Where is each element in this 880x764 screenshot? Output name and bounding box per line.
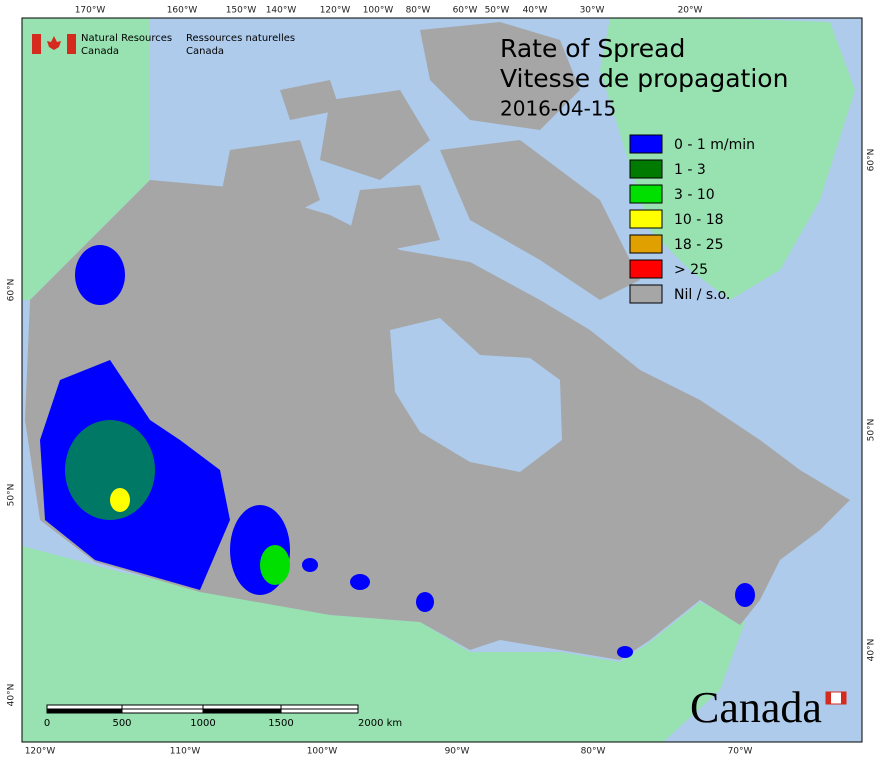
longitude-label: 150°W xyxy=(226,6,257,16)
longitude-label: 80°W xyxy=(581,747,606,757)
greenland xyxy=(600,18,855,300)
longitude-label: 120°W xyxy=(25,747,56,757)
longitude-label: 60°W xyxy=(453,6,478,16)
scale-segment xyxy=(280,708,359,714)
island xyxy=(440,140,640,300)
scale-label: 0 xyxy=(44,718,50,729)
longitude-label: 100°W xyxy=(307,747,338,757)
longitude-label: 120°W xyxy=(320,6,351,16)
org-fr: Ressources naturelles xyxy=(186,33,295,44)
longitude-label: 140°W xyxy=(266,6,297,16)
fire-area xyxy=(416,592,434,612)
scale-segment xyxy=(121,708,204,714)
map-body xyxy=(22,18,862,742)
scale-label: 1000 xyxy=(190,718,215,729)
hudson-bay xyxy=(390,318,562,472)
subtitle: Vitesse de propagation xyxy=(500,64,788,93)
latitude-label: 50°N xyxy=(7,484,17,507)
legend-label: 18 - 25 xyxy=(674,237,724,253)
scale-segment xyxy=(46,708,123,714)
map-frame xyxy=(21,17,863,743)
longitude-label: 160°W xyxy=(167,6,198,16)
longitude-label: 80°W xyxy=(406,6,431,16)
maple-leaf xyxy=(47,36,61,50)
legend-swatch xyxy=(629,134,663,154)
legend-label: Nil / s.o. xyxy=(674,287,730,303)
legend: 0 - 1 m/min 1 - 3 3 - 10 10 - 18 18 - 25 > 25… xyxy=(629,134,755,304)
legend-label: 0 - 1 m/min xyxy=(674,137,755,153)
fire-area xyxy=(75,245,125,305)
legend-swatch xyxy=(629,284,663,304)
fire-area xyxy=(110,488,130,512)
island xyxy=(320,90,430,180)
scale-segment xyxy=(121,704,204,710)
latitude-label: 40°N xyxy=(867,639,877,662)
legend-swatch xyxy=(629,259,663,279)
fire-area xyxy=(302,558,318,572)
latitude-label: 40°N xyxy=(7,684,17,707)
flag-bar xyxy=(826,692,831,704)
longitude-label: 170°W xyxy=(75,6,106,16)
flag-bar xyxy=(67,34,76,54)
scale-segment xyxy=(46,704,123,710)
scale-bar: 0 500 1000 1500 2000 km xyxy=(44,704,402,729)
legend-swatch xyxy=(629,184,663,204)
longitude-label: 20°W xyxy=(678,6,703,16)
canada-wordmark: Canada xyxy=(690,683,847,732)
fire-area xyxy=(617,646,633,658)
longitude-label: 50°W xyxy=(485,6,510,16)
flag-bar xyxy=(32,34,41,54)
org-en: Natural Resources xyxy=(81,33,172,44)
date: 2016-04-15 xyxy=(500,97,616,121)
longitude-label: 100°W xyxy=(363,6,394,16)
scale-label: 500 xyxy=(112,718,131,729)
latitude-label: 60°N xyxy=(867,149,877,172)
scale-segment xyxy=(280,704,359,710)
island xyxy=(350,185,440,250)
island xyxy=(420,22,580,130)
wordmark: Canada xyxy=(690,683,822,732)
org-fr: Canada xyxy=(186,46,224,57)
longitude-label: 30°W xyxy=(580,6,605,16)
fire-area xyxy=(65,420,155,520)
legend-label: 10 - 18 xyxy=(674,212,724,228)
scale-label: 2000 km xyxy=(358,718,402,729)
island xyxy=(220,140,320,230)
org-en: Canada xyxy=(81,46,119,57)
fire-areas xyxy=(40,245,755,658)
legend-label: 1 - 3 xyxy=(674,162,706,178)
legend-swatch xyxy=(629,209,663,229)
graticule-labels: 170°W 160°W 150°W 140°W 120°W 100°W 80°W 60°W 50… xyxy=(7,6,877,757)
island xyxy=(280,80,340,120)
scale-segment xyxy=(202,704,282,710)
fire-area xyxy=(350,574,370,590)
title: Rate of Spread xyxy=(500,34,685,63)
legend-label: > 25 xyxy=(674,262,708,278)
legend-label: 3 - 10 xyxy=(674,187,715,203)
scale-label: 1500 xyxy=(268,718,293,729)
nrcan-logo: Natural Resources Canada Ressources natu… xyxy=(32,33,295,57)
longitude-label: 70°W xyxy=(728,747,753,757)
longitude-label: 110°W xyxy=(170,747,201,757)
arctic-islands xyxy=(220,22,640,300)
latitude-label: 60°N xyxy=(7,279,17,302)
fire-area xyxy=(260,545,290,585)
legend-swatch xyxy=(629,159,663,179)
fire-area xyxy=(735,583,755,607)
legend-swatch xyxy=(629,234,663,254)
united-states xyxy=(22,545,745,742)
flag-bar xyxy=(841,692,846,704)
latitude-label: 50°N xyxy=(867,419,877,442)
longitude-label: 90°W xyxy=(445,747,470,757)
alaska xyxy=(22,18,150,300)
scale-segment xyxy=(202,708,282,714)
longitude-label: 40°W xyxy=(523,6,548,16)
